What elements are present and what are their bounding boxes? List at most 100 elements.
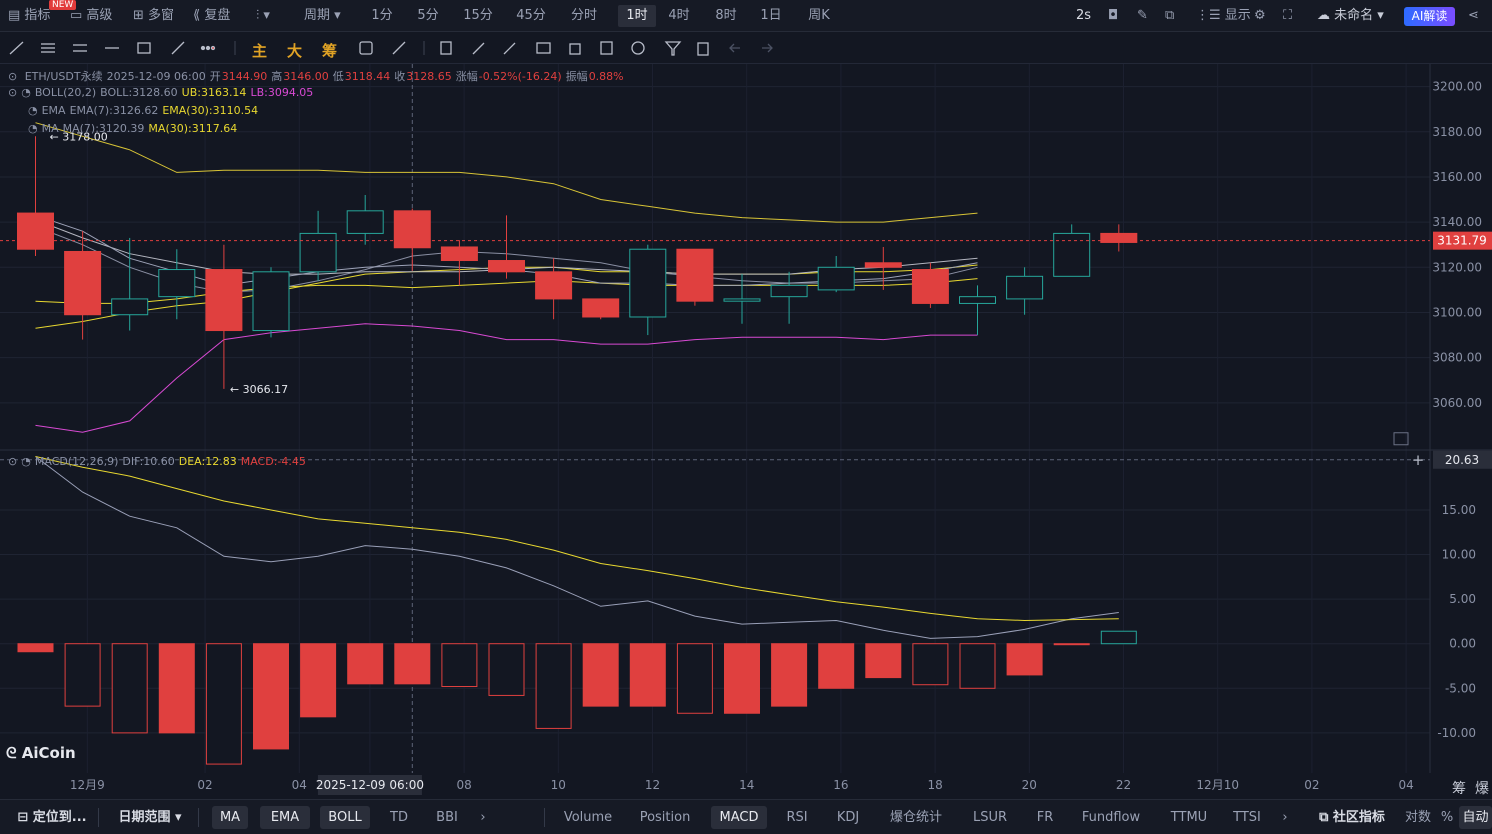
main-indicator-ma[interactable]: MA (212, 806, 248, 829)
settings-icon[interactable]: ⚙ (1254, 8, 1266, 23)
collapse-icon[interactable]: ⊙ (8, 455, 18, 468)
popout-icon[interactable]: ⧉ (1165, 8, 1175, 23)
candle-body (723, 298, 761, 302)
indicator-button[interactable]: ▤ 指标 (8, 8, 51, 23)
multi-window-button[interactable]: ⊞ 多窗 (133, 8, 175, 23)
log-scale-toggle[interactable]: 对数 (1404, 810, 1431, 825)
sub-indicator-5[interactable]: 爆仓统计 (889, 810, 942, 825)
candles: ← 3178.00 ← 3066.17 (0, 130, 1430, 396)
refresh-interval[interactable]: 2s (1076, 8, 1092, 23)
timeframe-4[interactable]: 分时 (570, 8, 597, 23)
redo-icon (762, 43, 773, 53)
fullscreen-icon[interactable]: ⛶ (1283, 8, 1293, 23)
candle-body (817, 266, 855, 291)
candle-body (911, 269, 949, 304)
sub-indicator-8[interactable]: Fundflow (1081, 810, 1141, 825)
dea-value: DEA:12.83 (178, 455, 237, 468)
candle-body (111, 298, 149, 316)
timeframe-0[interactable]: 1分 (371, 8, 393, 23)
period-dropdown[interactable]: 周期 ▾ (304, 0, 341, 32)
close-label: 收 (394, 70, 406, 83)
timeframe-7[interactable]: 8时 (715, 8, 737, 23)
candle-body (299, 232, 337, 273)
chart-area[interactable]: ← 3178.00 ← 3066.17 3200.00 3180.00 3160.00… (0, 64, 1492, 799)
new-badge: NEW (49, 0, 77, 10)
chevron-right-icon[interactable]: › (1282, 810, 1288, 825)
sub-indicator-9[interactable]: TTMU (1170, 810, 1208, 825)
price-tick-label: 3120.00 (1432, 260, 1482, 274)
sub-indicator-6[interactable]: LSUR (972, 810, 1008, 825)
macd-bar (865, 643, 902, 679)
boll-name: BOLL(20,2) (34, 86, 97, 99)
time-tick-label: 16 (833, 778, 848, 792)
sub-indicator-4[interactable]: KDJ (836, 810, 860, 825)
auto-scale-toggle[interactable]: 自动 (1459, 806, 1492, 829)
account-dropdown[interactable]: ☁ 未命名 ▾ (1317, 8, 1384, 23)
macd-bar (724, 643, 760, 714)
timeframe-3[interactable]: 45分 (516, 8, 546, 23)
candle-body (582, 298, 620, 318)
macd-bar (582, 643, 619, 707)
sub-indicator-1[interactable]: Position (639, 810, 691, 825)
chevron-right-icon[interactable]: › (480, 810, 486, 825)
aicoin-logo: ᘓ AiCoin (6, 744, 76, 762)
macd-bar (1006, 643, 1043, 676)
time-tick-label: 04 (292, 778, 307, 792)
timeframe-2[interactable]: 15分 (463, 8, 493, 23)
ma7-value: MA(7):3120.39 (62, 122, 145, 135)
locate-label: 定位到... (32, 810, 87, 825)
copy-icon (440, 41, 452, 55)
bell-icon[interactable]: ◔ (21, 455, 31, 468)
rectangle-icon (137, 42, 151, 54)
ai-interpret-button[interactable]: AI解读 (1404, 7, 1455, 26)
timeframe-5[interactable]: 1时 (618, 5, 656, 27)
camera-icon[interactable]: ◘ (1108, 8, 1119, 23)
bell-icon[interactable]: ◔ (28, 122, 38, 135)
replay-button[interactable]: ⟪ 复盘 (193, 8, 231, 23)
candle-body (158, 269, 196, 298)
main-indicator-ema[interactable]: EMA (260, 806, 310, 829)
chart-type-button[interactable]: ⫶ ▾ (256, 8, 270, 23)
chip-corner-label[interactable]: 筹 (1452, 781, 1466, 797)
share-icon[interactable]: ⋖ (1468, 8, 1479, 23)
collapse-icon[interactable]: ⊙ (8, 86, 18, 99)
cycle-icon (359, 41, 373, 55)
price-tick-label: 3160.00 (1432, 170, 1482, 184)
advanced-button[interactable]: ▭ 高级 (70, 8, 113, 23)
main-indicator-bbi[interactable]: BBI (436, 810, 458, 825)
community-indicator-button[interactable]: ⧉ 社区指标 (1319, 810, 1385, 825)
big-order-button[interactable]: 大 (287, 42, 303, 60)
bell-icon[interactable]: ◔ (28, 104, 38, 117)
sub-indicator-3[interactable]: RSI (786, 810, 808, 825)
sub-indicator-0[interactable]: Volume (563, 810, 613, 825)
bell-icon[interactable]: ◔ (21, 86, 31, 99)
boll-mid-value: BOLL:3128.60 (100, 86, 178, 99)
timeframe-9[interactable]: 周K (808, 8, 830, 23)
percent-scale-toggle[interactable]: % (1440, 810, 1454, 825)
macd-bar (629, 643, 666, 707)
macd-bar (158, 643, 195, 734)
current-price-label: 3131.79 (1437, 234, 1487, 248)
crosshair-time-label: 2025-12-09 06:00 (316, 778, 424, 792)
timeframe-8[interactable]: 1日 (760, 8, 782, 23)
main-force-button[interactable]: 主 (252, 42, 268, 60)
locate-button[interactable]: ⊟ 定位到... (17, 810, 87, 825)
display-button[interactable]: ⋮☰ 显示 (1196, 8, 1251, 23)
sub-indicator-10[interactable]: TTSI (1233, 810, 1261, 825)
sub-indicator-7[interactable]: FR (1036, 810, 1054, 825)
collapse-icon[interactable]: ⊙ (8, 70, 18, 83)
sub-indicator-2[interactable]: MACD (711, 806, 767, 829)
timeframe-1[interactable]: 5分 (417, 8, 439, 23)
timeframe-6[interactable]: 4时 (668, 8, 690, 23)
chip-button[interactable]: 筹 (322, 42, 338, 60)
date-range-dropdown[interactable]: 日期范围 ▾ (118, 810, 182, 825)
drawing-toolbar: 主 大 筹 (0, 33, 1492, 64)
low-value: 3118.44 (344, 70, 391, 83)
main-indicator-td[interactable]: TD (390, 810, 408, 825)
highlighter-icon (503, 42, 516, 55)
measure-icon (392, 41, 406, 55)
main-indicator-boll[interactable]: BOLL (320, 806, 370, 829)
pen-icon[interactable]: ✎ (1137, 8, 1148, 23)
macd-name: MACD(12,26,9) (34, 455, 119, 468)
liquidation-corner-label[interactable]: 爆 (1475, 781, 1489, 797)
